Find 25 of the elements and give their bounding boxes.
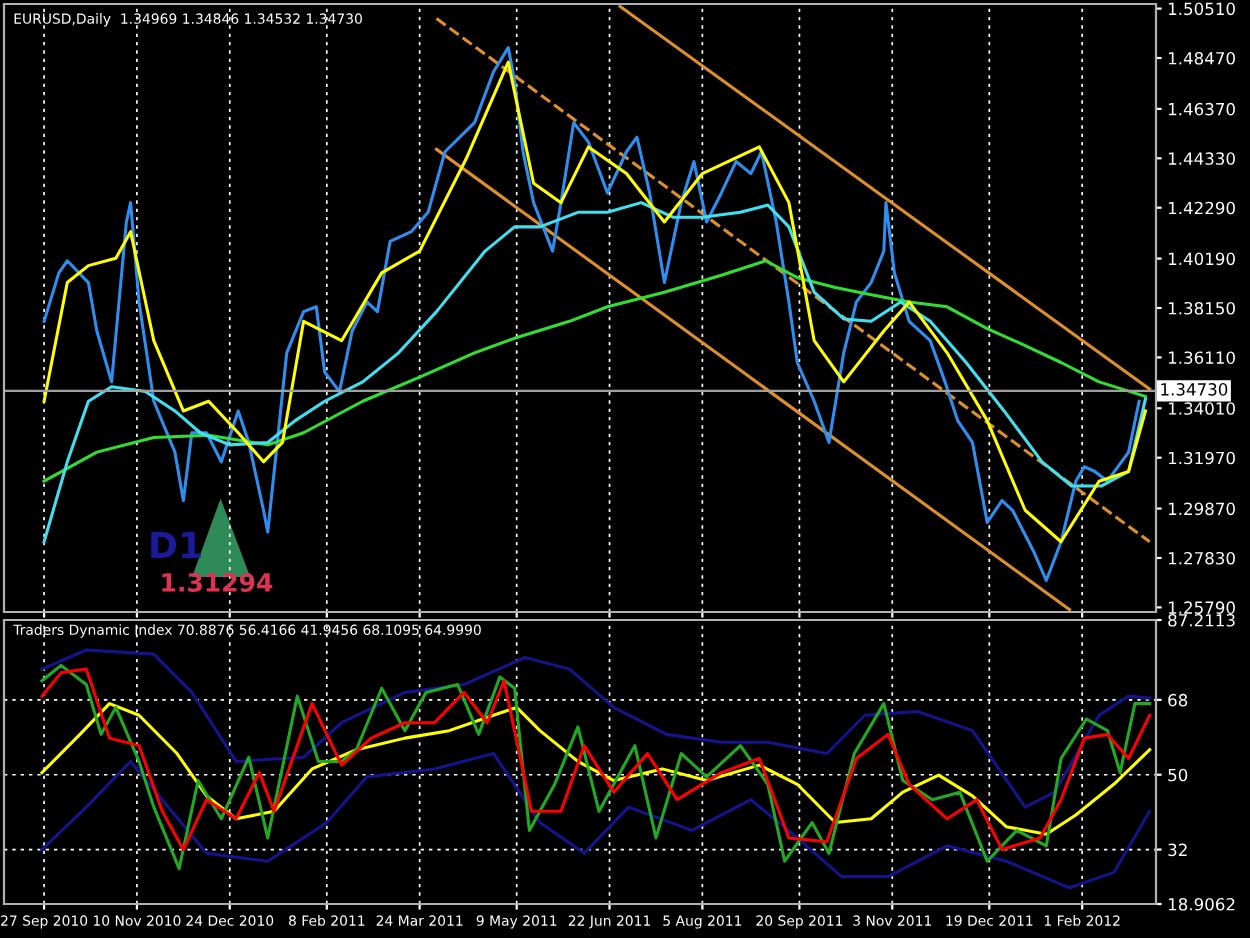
line-series	[40, 648, 1152, 809]
y-tick-label: 1.27830	[1168, 551, 1235, 565]
ref-line-label: 1.34730	[1161, 383, 1228, 396]
annotation: D1	[151, 531, 201, 559]
y-tick-label: 87.2113	[1168, 613, 1235, 627]
y-tick-label: 1.46370	[1168, 102, 1235, 116]
y-tick-label: 1.25790	[1168, 601, 1235, 614]
y-tick-label: 1.50510	[1168, 2, 1235, 16]
y-tick-label: 1.36110	[1168, 351, 1235, 364]
y-tick-label: 1.48470	[1168, 51, 1235, 65]
y-tick-label: 1.42290	[1168, 201, 1235, 215]
y-tick-label: 1.38150	[1168, 301, 1235, 315]
y-tick-label: 32	[1168, 843, 1187, 857]
y-tick-label: 1.44330	[1168, 152, 1235, 165]
y-tick-label: 1.40190	[1168, 252, 1235, 266]
y-tick-label: 68	[1168, 693, 1188, 707]
y-tick-label: 1.34010	[1168, 402, 1235, 415]
y-tick-label: 1.31970	[1168, 451, 1235, 465]
y-tick-label: 1.29870	[1168, 502, 1235, 516]
y-tick-label: 50	[1168, 768, 1188, 782]
line-series	[40, 751, 1152, 890]
annotation: 1.31294	[162, 572, 273, 592]
y-tick-label: 18.9062	[1168, 897, 1235, 911]
line-series	[40, 702, 1152, 836]
line-series	[42, 259, 1147, 483]
